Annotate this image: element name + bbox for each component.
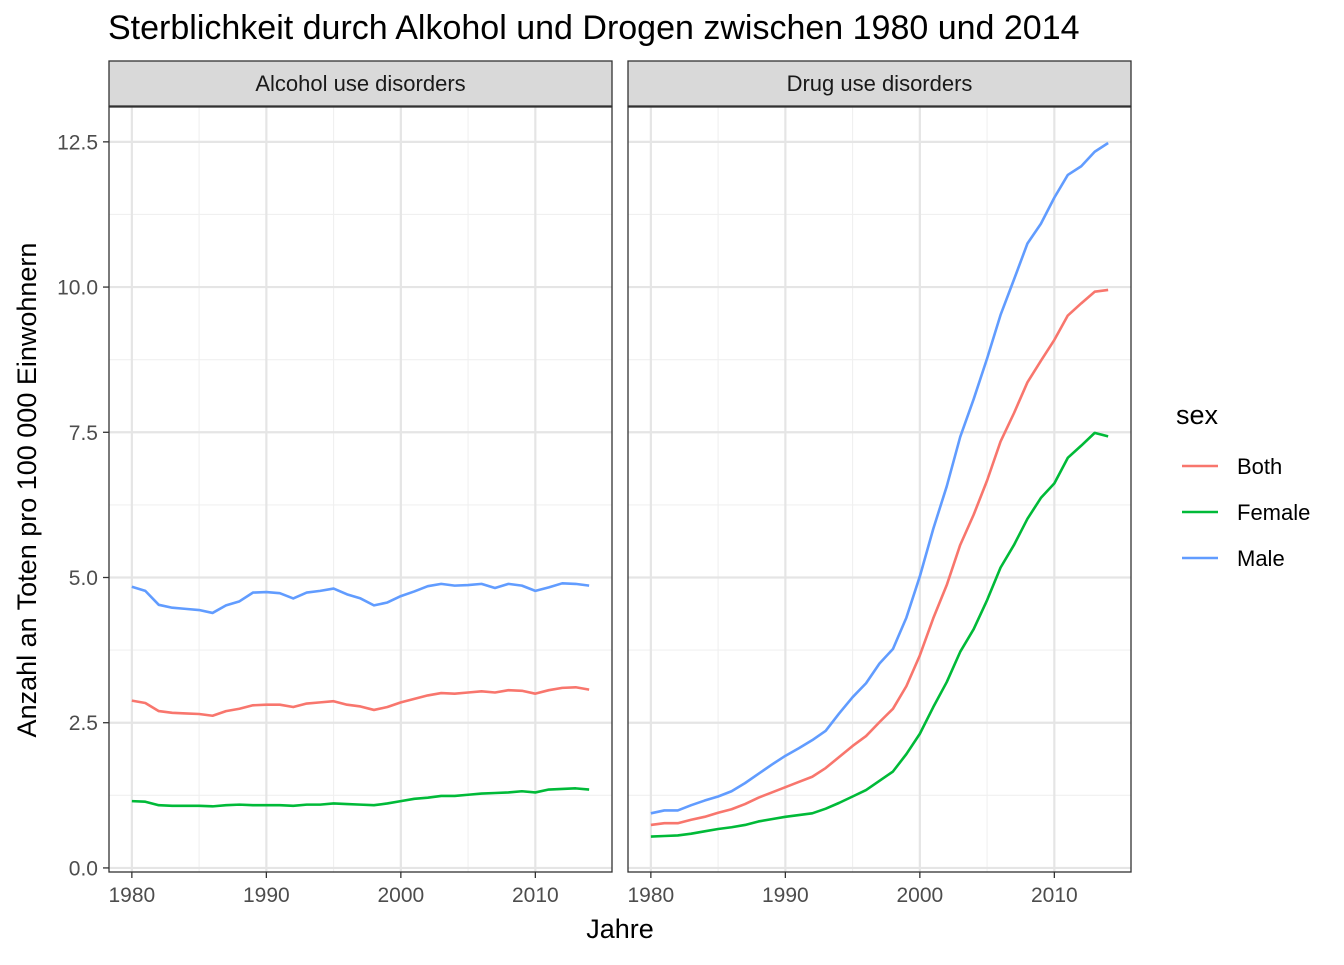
y-tick-label: 12.5 (57, 131, 98, 154)
x-tick-label: 2010 (1031, 884, 1078, 907)
series-line-male (131, 582, 590, 615)
series-line-male (650, 141, 1109, 815)
y-tick-label: 0.0 (69, 857, 98, 880)
legend-label-male: Male (1237, 546, 1285, 571)
legend: sex Both Female Male (1176, 400, 1310, 571)
panel-plot-area (627, 106, 1132, 873)
panel-strip-label: Drug use disorders (787, 71, 973, 96)
x-tick-label: 2010 (512, 884, 559, 907)
legend-label-both: Both (1237, 454, 1282, 479)
x-tick-label: 2000 (377, 884, 424, 907)
chart-title: Sterblichkeit durch Alkohol und Drogen z… (108, 9, 1080, 47)
x-tick-label: 1980 (109, 884, 156, 907)
legend-label-female: Female (1237, 500, 1310, 525)
x-axis-label: Jahre (586, 914, 654, 944)
panel-background (109, 107, 612, 872)
panel-strip (108, 60, 613, 107)
panel-strip (627, 60, 1132, 107)
series-line-both (131, 685, 590, 718)
x-tick-label: 1990 (243, 884, 290, 907)
y-tick-label: 5.0 (69, 567, 98, 590)
y-axis-label: Anzahl an Toten pro 100 000 Einwohnern (12, 243, 42, 738)
y-axis: 0.0 2.5 5.0 7.5 10.0 12.5 (57, 131, 109, 880)
panel-drug: Drug use disorders (627, 60, 1132, 873)
panel-plot-area (108, 106, 613, 873)
legend-title: sex (1176, 400, 1219, 430)
y-tick-label: 10.0 (57, 277, 98, 300)
x-tick-label: 2000 (896, 884, 943, 907)
y-tick-label: 7.5 (69, 422, 98, 445)
panel-background (628, 107, 1131, 872)
series-line-both (650, 288, 1109, 827)
x-tick-label: 1990 (762, 884, 809, 907)
series-line-female (131, 787, 590, 808)
x-axes: 1980 1990 2000 2010 1980 1990 2000 2010 (109, 872, 1078, 907)
panel-border (108, 106, 613, 873)
panel-border (627, 106, 1132, 873)
y-tick-label: 2.5 (69, 712, 98, 735)
panel-strip-label: Alcohol use disorders (255, 71, 465, 96)
panel-alcohol: Alcohol use disorders (108, 60, 613, 873)
x-tick-label: 1980 (628, 884, 675, 907)
series-line-female (650, 431, 1109, 838)
